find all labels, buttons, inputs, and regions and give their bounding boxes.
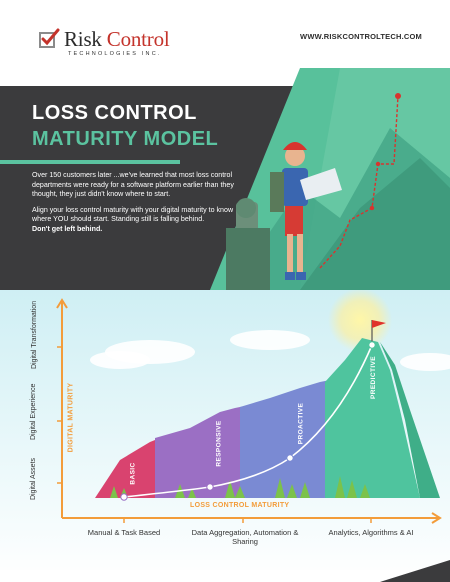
title-underline <box>0 160 180 164</box>
title-block: LOSS CONTROL MATURITY MODEL <box>0 86 260 150</box>
intro-callout: Don't get left behind. <box>32 224 103 233</box>
x-level-manual: Manual & Task Based <box>87 528 161 537</box>
page-title-line2: MATURITY MODEL <box>32 128 219 150</box>
x-level-analytics: Analytics, Algorithms & AI <box>328 528 414 537</box>
page-title-line1: LOSS CONTROL <box>32 102 197 124</box>
intro-paragraph-2: Align your loss control maturity with yo… <box>32 205 234 224</box>
logo-tagline: TECHNOLOGIES INC. <box>68 51 162 57</box>
stage-predictive: PREDICTIVE <box>370 355 378 400</box>
hero-illustration <box>0 68 450 290</box>
chart-graphic <box>0 290 450 582</box>
y-level-assets: Digital Assets <box>30 457 37 500</box>
stage-basic: BASIC <box>129 462 137 485</box>
page-header: Risk Control TECHNOLOGIES INC. WWW.RISKC… <box>0 0 450 68</box>
intro-text: Over 150 customers later ...we've learne… <box>32 171 247 241</box>
logo-wordmark: Risk Control <box>64 27 170 51</box>
stage-proactive: PROACTIVE <box>297 402 305 445</box>
stage-responsive: RESPONSIVE <box>215 420 223 467</box>
y-axis-title: DIGITAL MATURITY <box>67 382 75 453</box>
checkbox-logo-icon <box>39 28 60 48</box>
company-logo[interactable]: Risk Control TECHNOLOGIES INC. <box>38 27 188 64</box>
intro-paragraph-1: Over 150 customers later ...we've learne… <box>32 171 234 199</box>
y-level-experience: Digital Experience <box>30 383 37 440</box>
maturity-chart: Digital Transformation Digital Experienc… <box>0 290 450 582</box>
y-level-transformation: Digital Transformation <box>31 300 38 369</box>
hero-section: LOSS CONTROL MATURITY MODEL Over 150 cus… <box>0 68 450 290</box>
x-level-aggregation: Data Aggregation, Automation & Sharing <box>191 528 299 546</box>
x-axis-title: LOSS CONTROL MATURITY <box>190 502 290 509</box>
website-url[interactable]: WWW.RISKCONTROLTECH.COM <box>300 32 422 41</box>
